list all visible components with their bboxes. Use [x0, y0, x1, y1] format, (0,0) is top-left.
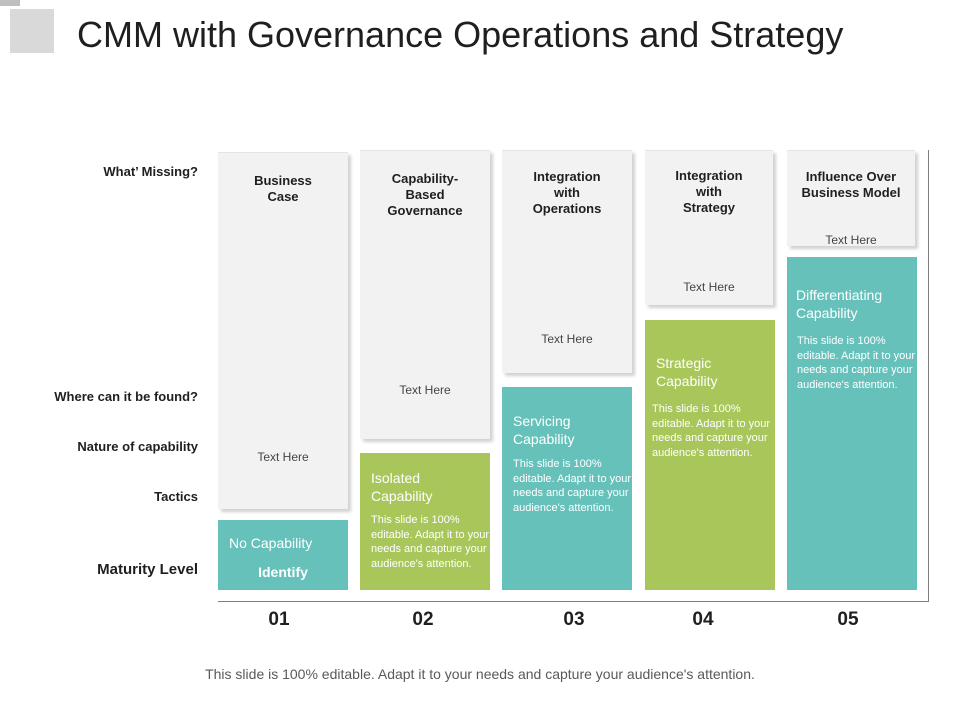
maturity-number-4: 04 — [692, 609, 714, 630]
capability-block-4: Strategic Capability This slide is 100% … — [645, 320, 775, 590]
column-heading-3: Integration with Operations — [532, 169, 602, 216]
row-label-nature: Nature of capability — [77, 439, 198, 454]
capability-block-3: Servicing Capability This slide is 100% … — [502, 387, 632, 590]
capability-title-2: Isolated Capability — [371, 470, 433, 504]
capability-title-5: Differentiating Capability — [796, 287, 883, 321]
frame-right-line — [928, 150, 929, 602]
tactic-label-1: Identify — [258, 564, 308, 580]
text-here-5: Text Here — [825, 233, 877, 247]
capability-description-3: This slide is 100% editable. Adapt it to… — [513, 458, 632, 514]
maturity-number-1: 01 — [268, 609, 290, 630]
capability-block-1: No Capability Identify — [218, 520, 348, 590]
missing-card-1: Business Case Text Here — [218, 152, 348, 509]
frame-bottom-line — [218, 601, 929, 602]
maturity-number-3: 03 — [563, 609, 585, 630]
decorative-corner-tab — [0, 0, 20, 6]
capability-title-4: Strategic Capability — [656, 355, 718, 389]
column-heading-2: Capability- Based Governance — [387, 171, 463, 218]
text-here-2: Text Here — [399, 383, 451, 397]
capability-block-2: Isolated Capability This slide is 100% e… — [360, 453, 490, 590]
capability-title-1: No Capability — [229, 535, 313, 551]
text-here-3: Text Here — [541, 332, 593, 346]
capability-description-2: This slide is 100% editable. Adapt it to… — [371, 514, 490, 570]
capability-description-5: This slide is 100% editable. Adapt it to… — [797, 335, 916, 391]
missing-card-4: Integration with Strategy Text Here — [645, 150, 773, 305]
footer-note: This slide is 100% editable. Adapt it to… — [205, 666, 755, 682]
column-heading-1: Business Case — [254, 173, 312, 204]
row-label-tactics: Tactics — [154, 489, 198, 504]
missing-card-3: Integration with Operations Text Here — [502, 150, 632, 373]
capability-block-5: Differentiating Capability This slide is… — [787, 257, 917, 590]
capability-title-3: Servicing Capability — [513, 413, 575, 447]
column-heading-4: Integration with Strategy — [675, 168, 743, 215]
maturity-number-5: 05 — [837, 609, 859, 630]
row-label-found: Where can it be found? — [54, 389, 198, 404]
text-here-1: Text Here — [257, 450, 309, 464]
row-label-maturity: Maturity Level — [97, 561, 198, 578]
missing-card-5: Influence Over Business Model Text Here — [787, 150, 915, 247]
maturity-number-2: 02 — [412, 609, 434, 630]
page-title: CMM with Governance Operations and Strat… — [77, 14, 844, 55]
missing-card-2: Capability- Based Governance Text Here — [360, 150, 490, 439]
column-heading-5: Influence Over Business Model — [801, 169, 901, 200]
row-label-missing: What’ Missing? — [103, 164, 198, 179]
text-here-4: Text Here — [683, 280, 735, 294]
decorative-corner-square — [10, 9, 54, 53]
capability-description-4: This slide is 100% editable. Adapt it to… — [652, 403, 771, 459]
